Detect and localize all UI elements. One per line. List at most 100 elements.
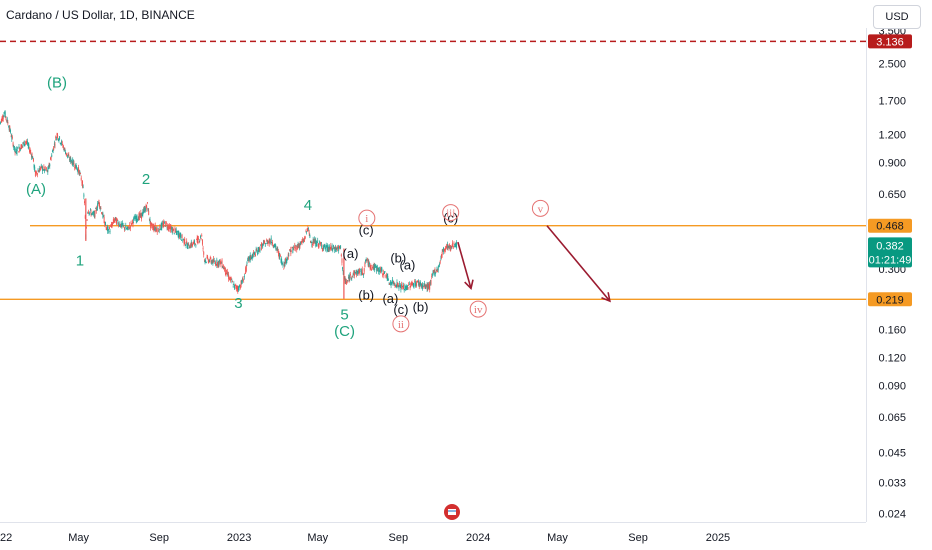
candle-body <box>411 283 413 286</box>
candle-body <box>49 164 51 167</box>
candle-body <box>387 276 389 281</box>
candle-body <box>429 282 431 284</box>
candle-body <box>443 249 445 250</box>
candle-body <box>76 168 78 171</box>
candle-body <box>65 151 66 155</box>
candle-body <box>16 152 18 154</box>
candle-body <box>279 253 281 259</box>
candle-body <box>356 270 358 273</box>
candle-body <box>405 286 407 290</box>
candle-body <box>5 116 7 118</box>
candle-body <box>191 242 193 246</box>
x-tick-label: 2025 <box>706 532 730 544</box>
candle-body <box>47 168 49 173</box>
candle-body <box>217 262 218 266</box>
candle-body <box>84 201 85 204</box>
candle-body <box>239 284 241 287</box>
candle-body <box>431 274 433 276</box>
candle-body <box>118 223 120 226</box>
wave-label-secondary: (c) <box>393 302 408 317</box>
candle-body <box>127 226 129 228</box>
candle-body <box>263 241 265 243</box>
candle-body <box>363 268 365 272</box>
candle-body <box>309 234 311 238</box>
candle-body <box>13 146 15 151</box>
candle-body <box>132 222 134 225</box>
candle-body <box>275 245 277 249</box>
candle-body <box>125 225 127 229</box>
candle-body <box>70 159 72 162</box>
candle-body <box>286 256 288 261</box>
candle-body <box>370 264 372 268</box>
candle-body <box>200 235 201 239</box>
candle-body <box>196 237 198 242</box>
candle-body <box>54 144 56 146</box>
candle-body <box>332 245 334 248</box>
candle-body <box>182 238 184 240</box>
candle-body <box>232 286 234 288</box>
candle-body <box>162 223 164 227</box>
candle-body <box>35 170 37 173</box>
wave-label-primary: 2 <box>142 171 150 188</box>
candle-body <box>102 212 104 218</box>
candle-body <box>120 223 121 228</box>
candle-body <box>454 244 456 246</box>
candle-body <box>232 281 233 283</box>
candle-body <box>452 245 454 248</box>
candle-body <box>150 222 152 229</box>
candle-body <box>392 282 394 285</box>
candle-body <box>310 240 312 242</box>
candle-body <box>259 249 261 251</box>
candle-body <box>271 242 273 243</box>
candle-body <box>81 182 83 184</box>
candle-body <box>258 247 260 252</box>
candle-body <box>171 228 173 230</box>
candle-body <box>273 246 275 248</box>
candle-body <box>424 284 426 289</box>
candle-body <box>406 286 408 289</box>
candle-body <box>300 241 302 245</box>
candle-body <box>65 153 67 155</box>
candle-body <box>90 211 92 216</box>
candle-body <box>72 159 74 166</box>
candle-body <box>248 256 250 261</box>
candle-body <box>48 163 50 167</box>
candle-body <box>18 146 20 149</box>
candle-body <box>384 271 386 273</box>
candle-body <box>66 152 68 156</box>
candle-body <box>420 284 422 287</box>
wave-label-circle <box>531 199 549 217</box>
candle-body <box>340 245 342 249</box>
candle-body <box>403 288 405 291</box>
candle-body <box>202 248 204 250</box>
candle-body <box>208 259 210 263</box>
candle-body <box>426 283 428 290</box>
candle-body <box>6 118 8 123</box>
candle-body <box>86 227 87 229</box>
candle-body <box>207 260 209 263</box>
candle-body <box>448 244 450 249</box>
candle-body <box>454 246 456 248</box>
candle-body <box>322 246 324 249</box>
candle-body <box>57 138 59 141</box>
candle-body <box>395 286 397 288</box>
candle-body <box>336 247 338 250</box>
candle-body <box>451 246 453 248</box>
candle-body <box>83 194 85 197</box>
candle-body <box>353 270 355 277</box>
candle-body <box>95 207 97 212</box>
candle-body <box>361 268 363 275</box>
candle-body <box>113 219 115 223</box>
candle-body <box>57 135 59 139</box>
candle-body <box>239 286 241 288</box>
candle-body <box>12 142 14 147</box>
candle-body <box>357 273 359 275</box>
candle-body <box>84 216 86 218</box>
currency-button[interactable]: USD <box>873 5 921 29</box>
candle-body <box>199 239 201 241</box>
candle-body <box>150 222 152 226</box>
candle-body <box>321 248 323 250</box>
candle-body <box>292 248 294 253</box>
candle-body <box>313 240 315 245</box>
